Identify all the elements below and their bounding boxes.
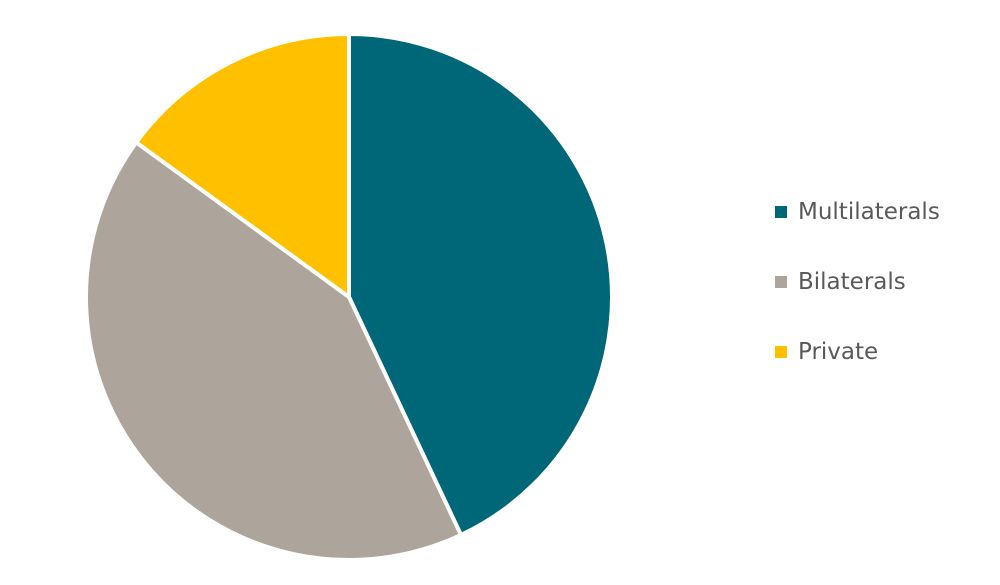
legend-label-private: Private xyxy=(798,339,879,365)
pie-plot-area xyxy=(84,32,614,562)
pie-slice-multilaterals xyxy=(347,32,614,537)
legend-item-multilaterals: Multilaterals xyxy=(775,195,985,229)
pie-slice-bilaterals xyxy=(84,140,463,562)
legend-item-private: Private xyxy=(775,335,985,369)
legend-item-bilaterals: Bilaterals xyxy=(775,265,985,299)
legend-label-multilaterals: Multilaterals xyxy=(798,199,940,225)
pie-slices xyxy=(84,32,614,562)
pie-slice-private xyxy=(134,32,351,299)
legend-swatch-private xyxy=(775,346,787,358)
legend-swatch-multilaterals xyxy=(775,206,787,218)
legend-swatch-bilaterals xyxy=(775,276,787,288)
legend: Multilaterals Bilaterals Private xyxy=(775,195,985,405)
legend-label-bilaterals: Bilaterals xyxy=(798,269,906,295)
